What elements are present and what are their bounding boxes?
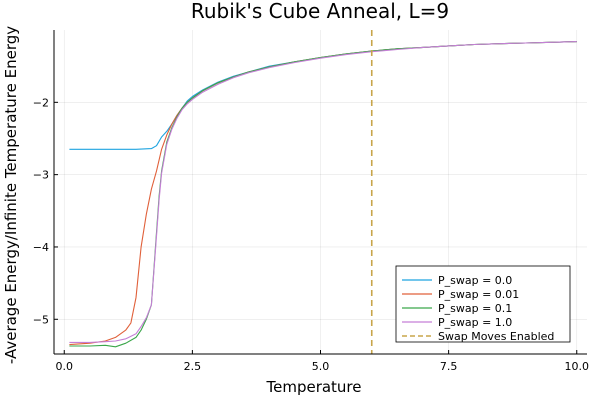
legend-label: P_swap = 0.01 [438, 288, 519, 301]
x-tick-label: 10.0 [565, 360, 590, 373]
series-line-3 [69, 41, 577, 343]
plot-area [69, 30, 577, 354]
y-tick-label: −3 [33, 169, 49, 182]
legend: P_swap = 0.0P_swap = 0.01P_swap = 0.1P_s… [395, 265, 571, 343]
y-tick-label: −5 [33, 313, 49, 326]
x-tick-label: 0.0 [56, 360, 74, 373]
legend-label: P_swap = 0.1 [438, 302, 512, 315]
y-tick-label: −4 [33, 241, 49, 254]
x-tick-label: 2.5 [184, 360, 202, 373]
x-ticks: 0.0 2.5 5.0 7.5 10.0 [56, 350, 590, 373]
x-tick-label: 5.0 [312, 360, 330, 373]
legend-label: P_swap = 0.0 [438, 274, 512, 287]
legend-label: P_swap = 1.0 [438, 316, 512, 329]
y-axis-label: -Average Energy/Infinite Temperature Ene… [2, 26, 20, 364]
legend-label: Swap Moves Enabled [438, 330, 554, 343]
series-group [69, 41, 577, 348]
y-tick-label: −2 [33, 96, 49, 109]
x-tick-label: 7.5 [440, 360, 458, 373]
y-ticks: −5 −4 −3 −2 [33, 96, 58, 326]
legend-items: P_swap = 0.0P_swap = 0.01P_swap = 0.1P_s… [402, 274, 554, 343]
x-axis-label: Temperature [265, 378, 361, 396]
chart-title: Rubik's Cube Anneal, L=9 [191, 0, 449, 23]
legend-box [395, 265, 571, 343]
